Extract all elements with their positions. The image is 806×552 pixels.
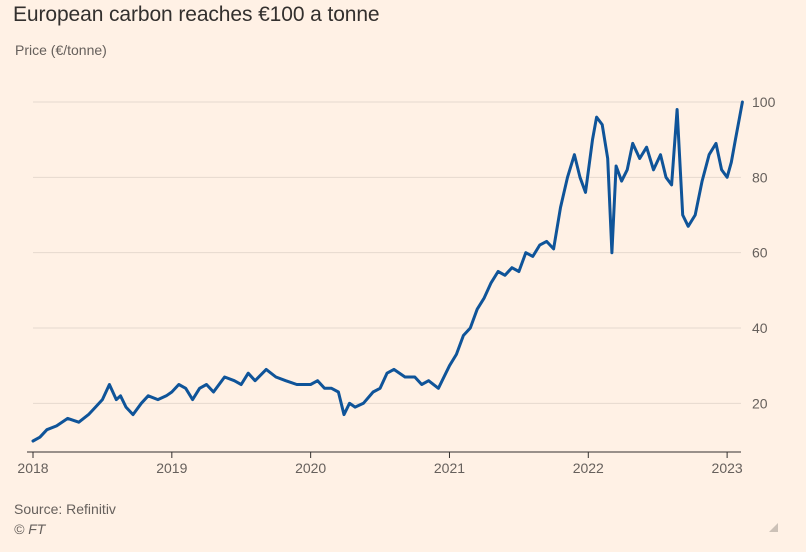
chart-title: European carbon reaches €100 a tonne: [13, 3, 380, 26]
resize-corner-icon: [769, 523, 778, 532]
source-note: Source: Refinitiv: [14, 501, 116, 517]
x-tick-label: 2019: [156, 460, 187, 476]
y-tick-label: 80: [752, 169, 768, 185]
series-line-0: [31, 100, 744, 443]
y-tick-label: 40: [752, 320, 768, 336]
ft-credit: © FT: [14, 521, 46, 537]
x-tick-label: 2023: [712, 460, 743, 476]
y-tick-label: 20: [752, 395, 768, 411]
y-axis-label: Price (€/tonne): [15, 42, 107, 58]
y-tick-label: 60: [752, 245, 768, 261]
y-tick-label: 100: [752, 94, 776, 110]
x-tick-label: 2020: [295, 460, 326, 476]
y-axis-ticks: 20 40 60 80 100: [752, 94, 776, 411]
grid-lines: [33, 101, 741, 404]
line-chart: 20 40 60 80 100 2018 2019 2020 2021 2022 2023: [17, 94, 776, 476]
x-tick-label: 2018: [17, 460, 48, 476]
x-tick-label: 2022: [573, 460, 604, 476]
x-tick-label: 2021: [434, 460, 465, 476]
x-axis-ticks: 2018 2019 2020 2021 2022 2023: [17, 452, 743, 476]
series-layer: [31, 100, 744, 443]
